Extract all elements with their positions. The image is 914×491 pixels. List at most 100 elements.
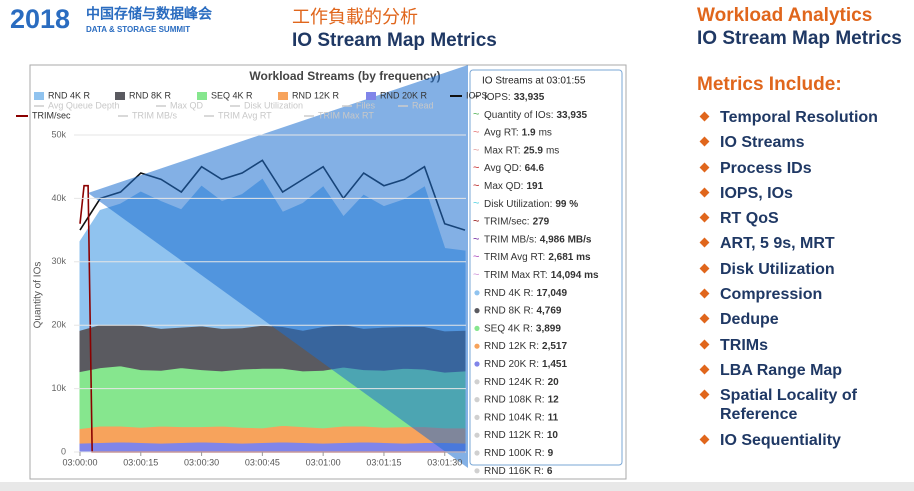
tooltip-row: Disk Utilization: 99 % bbox=[484, 198, 578, 209]
legend-label-inactive: Max QD bbox=[170, 100, 204, 110]
legend-label-inactive: TRIM Avg RT bbox=[218, 110, 272, 120]
side-panel: Workload Analytics IO Stream Map Metrics… bbox=[697, 4, 912, 456]
metric-item: Temporal Resolution bbox=[697, 108, 912, 127]
metric-item: IOPS, IOs bbox=[697, 184, 912, 203]
tooltip-value: 33,935 bbox=[556, 109, 587, 120]
y-axis-label: Quantity of IOs bbox=[33, 262, 44, 329]
tooltip-marker bbox=[474, 325, 480, 331]
metric-item: LBA Range Map bbox=[697, 361, 912, 380]
legend-label: RND 4K R bbox=[48, 90, 91, 100]
tooltip-value: 64.6 bbox=[525, 163, 545, 174]
legend-swatch bbox=[366, 92, 376, 100]
tooltip-value: 33,935 bbox=[514, 92, 545, 103]
area bbox=[79, 424, 466, 444]
logo-en: DATA & STORAGE SUMMIT bbox=[86, 25, 190, 34]
legend-label: RND 12K R bbox=[292, 90, 340, 100]
tooltip-marker bbox=[474, 468, 480, 474]
tooltip-row: TRIM Max RT: 14,094 ms bbox=[484, 270, 599, 281]
tooltip-row: RND 20K R: 1,451 bbox=[484, 359, 567, 370]
tooltip-marker bbox=[474, 343, 480, 349]
legend-label: TRIM/sec bbox=[32, 110, 71, 120]
tooltip-marker: ~ bbox=[473, 198, 479, 210]
tooltip-row: Avg RT: 1.9 ms bbox=[484, 127, 552, 138]
tooltip-row: RND 4K R: 17,049 bbox=[484, 287, 567, 298]
metric-item: IO Streams bbox=[697, 133, 912, 152]
x-tick-label: 03:00:30 bbox=[184, 457, 219, 467]
legend-swatch bbox=[278, 92, 288, 100]
tooltip-row: Quantity of IOs: 33,935 bbox=[484, 109, 588, 120]
tooltip-value: 25.9 bbox=[524, 145, 544, 156]
tooltip-row: RND 104K R: 11 bbox=[484, 412, 559, 423]
tooltip-marker: ~ bbox=[473, 127, 479, 139]
metric-item: IO Sequentiality bbox=[697, 431, 912, 450]
legend-label-inactive: Read bbox=[412, 100, 434, 110]
tooltip-marker bbox=[474, 450, 480, 456]
logo-cn: 中国存储与数据峰会 bbox=[86, 6, 213, 22]
y-tick-label: 0 bbox=[61, 446, 66, 456]
tooltip-marker bbox=[474, 397, 480, 403]
tooltip-label: RND 12K R: bbox=[484, 341, 539, 352]
tooltip-value: 20 bbox=[548, 376, 560, 387]
tooltip-label: RND 124K R: bbox=[484, 376, 545, 387]
tooltip-marker bbox=[474, 379, 480, 385]
tooltip-value: 3,899 bbox=[536, 323, 561, 334]
y-tick-label: 30k bbox=[51, 256, 66, 266]
tooltip-row: IOPS: 33,935 bbox=[484, 92, 545, 103]
metric-item: Compression bbox=[697, 285, 912, 304]
legend-label-inactive: TRIM MB/s bbox=[132, 110, 177, 120]
tooltip-marker: ~ bbox=[473, 144, 479, 156]
tooltip-row: TRIM/sec: 279 bbox=[484, 216, 550, 227]
tooltip-label: RND 8K R: bbox=[484, 305, 533, 316]
legend-swatch bbox=[34, 92, 44, 100]
logo-year: 2018 bbox=[10, 4, 70, 34]
tooltip-marker bbox=[474, 290, 480, 296]
tooltip-row: TRIM MB/s: 4,986 MB/s bbox=[484, 234, 592, 245]
tooltip-marker: ~ bbox=[473, 91, 479, 103]
title: IO Stream Map Metrics bbox=[292, 30, 497, 51]
side-subtitle: IO Stream Map Metrics bbox=[697, 28, 902, 49]
metric-item: Spatial Locality of Reference bbox=[697, 386, 912, 424]
x-tick-label: 03:01:00 bbox=[306, 457, 341, 467]
x-tick-label: 03:01:15 bbox=[366, 457, 401, 467]
tooltip-value: 17,049 bbox=[536, 287, 567, 298]
metric-item: Disk Utilization bbox=[697, 260, 912, 279]
tooltip-label: RND 104K R: bbox=[484, 412, 545, 423]
y-tick-label: 50k bbox=[51, 129, 66, 139]
tooltip-value: 14,094 ms bbox=[551, 270, 599, 281]
tooltip-label: Max QD: bbox=[484, 181, 523, 192]
tooltip-value: 6 bbox=[547, 465, 553, 476]
tooltip-marker bbox=[474, 432, 480, 438]
tooltip-row: RND 116K R: 6 bbox=[484, 465, 553, 476]
legend-label: IOPS bbox=[466, 90, 488, 100]
tooltip-unit: ms bbox=[546, 145, 559, 156]
tooltip-marker: ~ bbox=[473, 233, 479, 245]
tooltip-label: RND 116K R: bbox=[484, 465, 544, 476]
tooltip-label: RND 20K R: bbox=[484, 359, 539, 370]
metric-item: RT QoS bbox=[697, 209, 912, 228]
tooltip-row: RND 108K R: 12 bbox=[484, 394, 559, 405]
tooltip-marker: ~ bbox=[473, 180, 479, 192]
x-tick-label: 03:00:00 bbox=[62, 457, 97, 467]
tooltip-marker: ~ bbox=[473, 162, 479, 174]
tooltip-value: 1.9 bbox=[522, 127, 536, 138]
tooltip-value: 9 bbox=[548, 448, 554, 459]
metric-item: ART, 5 9s, MRT bbox=[697, 234, 912, 253]
tooltip-row: RND 112K R: 10 bbox=[484, 430, 558, 441]
legend-swatch bbox=[115, 92, 125, 100]
y-tick-label: 40k bbox=[51, 193, 66, 203]
tooltip-row: Max RT: 25.9 ms bbox=[484, 145, 559, 156]
tooltip-label: Quantity of IOs: bbox=[484, 109, 553, 120]
tooltip-value: 10 bbox=[547, 430, 559, 441]
tooltip-marker: ~ bbox=[473, 216, 479, 228]
tooltip-row: RND 12K R: 2,517 bbox=[484, 341, 567, 352]
tooltip-value: 1,451 bbox=[542, 359, 567, 370]
zoom-overlay bbox=[88, 65, 468, 468]
tooltip-label: IOPS: bbox=[484, 92, 511, 103]
legend-label: RND 8K R bbox=[129, 90, 172, 100]
tooltip-marker: ~ bbox=[473, 269, 479, 281]
tooltip-row: Avg QD: 64.6 bbox=[484, 163, 545, 174]
tooltip-label: SEQ 4K R: bbox=[484, 323, 533, 334]
legend-swatch bbox=[197, 92, 207, 100]
tooltip-row: RND 124K R: 20 bbox=[484, 376, 559, 387]
